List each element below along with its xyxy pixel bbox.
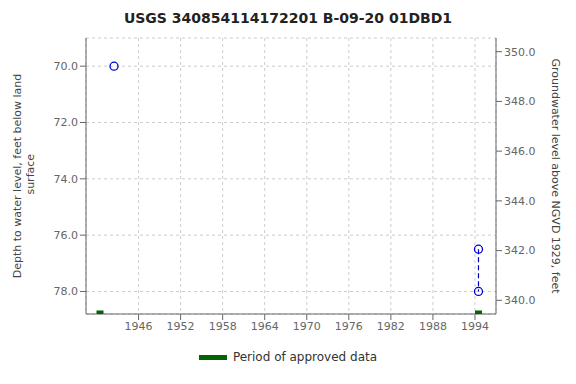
svg-text:1958: 1958 bbox=[209, 320, 237, 333]
svg-text:Groundwater level above NGVD 1: Groundwater level above NGVD 1929, feet bbox=[549, 58, 562, 294]
svg-text:1994: 1994 bbox=[461, 320, 489, 333]
svg-text:Depth to water level, feet bel: Depth to water level, feet below land su… bbox=[11, 74, 37, 279]
svg-text:1976: 1976 bbox=[335, 320, 363, 333]
svg-text:70.0: 70.0 bbox=[54, 60, 79, 73]
svg-text:76.0: 76.0 bbox=[54, 229, 79, 242]
svg-text:340.0: 340.0 bbox=[504, 294, 536, 307]
html-text:USGS 340854114172201 B-09-20 0: USGS 340854114172201 B-09-20 01DBD1 bbox=[123, 10, 453, 26]
svg-text:346.0: 346.0 bbox=[504, 145, 536, 158]
svg-text:72.0: 72.0 bbox=[54, 116, 79, 129]
svg-text:348.0: 348.0 bbox=[504, 95, 536, 108]
svg-text:1970: 1970 bbox=[293, 320, 321, 333]
svg-text:1964: 1964 bbox=[251, 320, 279, 333]
svg-text:1982: 1982 bbox=[377, 320, 405, 333]
svg-text:78.0: 78.0 bbox=[54, 285, 79, 298]
svg-text:344.0: 344.0 bbox=[504, 195, 536, 208]
html-text:Period of approved data: Period of approved data bbox=[232, 350, 378, 364]
svg-text:74.0: 74.0 bbox=[54, 173, 79, 186]
svg-text:350.0: 350.0 bbox=[504, 46, 536, 59]
svg-text:1946: 1946 bbox=[125, 320, 153, 333]
svg-text:1952: 1952 bbox=[167, 320, 195, 333]
svg-text:342.0: 342.0 bbox=[504, 244, 536, 257]
svg-text:1988: 1988 bbox=[419, 320, 447, 333]
